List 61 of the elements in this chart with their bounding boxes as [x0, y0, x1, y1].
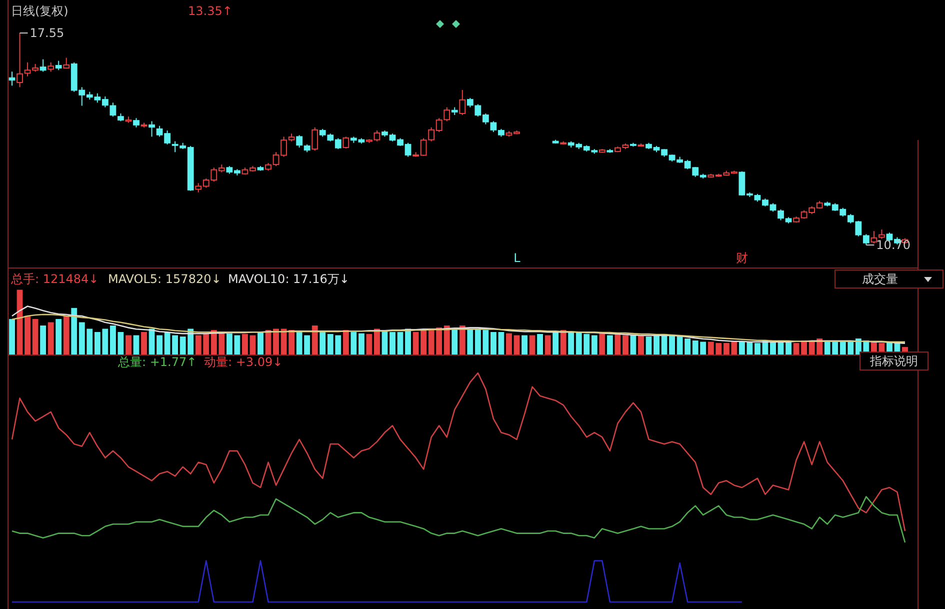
- annotation: 动量: +3.09↓: [204, 355, 283, 369]
- bar: [444, 326, 450, 356]
- candlestick: [8, 71, 16, 86]
- text: 财: [736, 251, 748, 265]
- bar: [312, 326, 318, 356]
- bar: [342, 330, 349, 356]
- bar: [40, 326, 46, 356]
- bar: [258, 332, 264, 356]
- bar: [529, 335, 536, 356]
- bar: [9, 319, 15, 356]
- candlestick: [459, 89, 466, 116]
- bar: [537, 334, 543, 356]
- candlestick: [312, 126, 318, 152]
- bar: [63, 316, 70, 356]
- annotation: 10.70: [876, 238, 911, 252]
- bar: [568, 331, 574, 356]
- candlestick: [296, 134, 303, 148]
- bar: [350, 332, 357, 356]
- bar: [467, 328, 474, 356]
- dropdown-button: 成交量: [834, 270, 944, 288]
- bar: [133, 335, 140, 356]
- bar: [459, 326, 466, 356]
- bar: [32, 319, 38, 356]
- candlestick: [55, 60, 62, 71]
- candlestick: [148, 120, 155, 138]
- annotation: 总量: +1.77↑: [117, 355, 197, 369]
- bar: [452, 328, 458, 356]
- bar: [622, 335, 628, 356]
- bar: [141, 332, 147, 356]
- bar: [374, 328, 380, 356]
- bar: [366, 334, 372, 356]
- candlestick: [16, 32, 23, 88]
- bar: [552, 332, 559, 356]
- text: 总手: 121484↓: [10, 272, 99, 286]
- bar: [56, 319, 62, 356]
- bar: [614, 334, 621, 356]
- candlestick: [133, 118, 140, 128]
- bar: [544, 335, 551, 356]
- info-button: 指标说明: [860, 352, 928, 370]
- bar: [638, 335, 644, 356]
- bar: [630, 335, 636, 356]
- bar: [126, 335, 132, 356]
- bar: [560, 330, 566, 356]
- text: 13.35↑: [188, 4, 232, 18]
- text: L: [514, 251, 521, 265]
- bar: [606, 335, 613, 356]
- bar: [320, 332, 326, 356]
- bar: [48, 322, 54, 356]
- candlestick: [342, 136, 350, 149]
- bar: [71, 308, 78, 356]
- bar: [599, 333, 606, 356]
- candlestick: [40, 58, 46, 72]
- bar: [591, 335, 598, 356]
- text: MAVOL5: 157820↓: [108, 272, 222, 286]
- text: 日线(复权): [11, 4, 68, 18]
- candlestick: [48, 62, 54, 72]
- bar: [358, 333, 364, 356]
- annotation: 17.55: [30, 26, 64, 40]
- bar: [522, 335, 528, 356]
- text: MAVOL10: 17.16万↓: [228, 272, 350, 286]
- annotation: 指标说明: [869, 354, 918, 368]
